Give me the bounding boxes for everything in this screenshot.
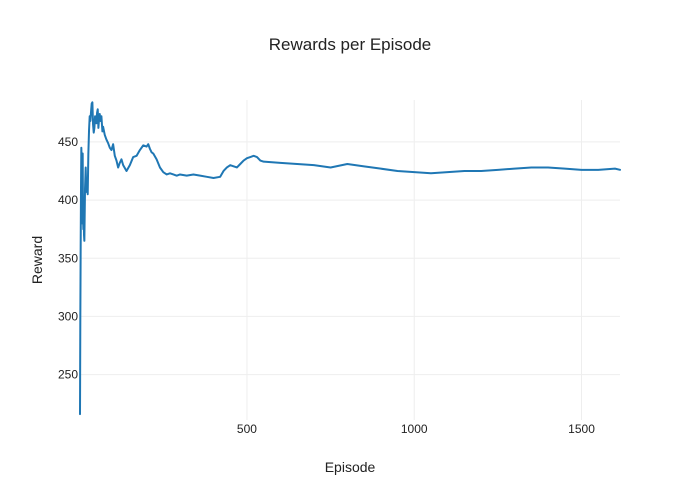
- y-axis-label: Reward: [29, 236, 45, 284]
- series-layer: [79, 101, 621, 416]
- reward-series-line: [79, 101, 621, 416]
- x-axis-ticks: 500 1000 1500: [237, 422, 595, 436]
- y-tick-label: 450: [58, 135, 78, 149]
- y-tick-label: 250: [58, 368, 78, 382]
- x-tick-label: 1500: [568, 422, 595, 436]
- y-tick-label: 300: [58, 309, 78, 323]
- x-axis-label: Episode: [325, 459, 376, 475]
- y-tick-label: 400: [58, 193, 78, 207]
- chart-title: Rewards per Episode: [269, 35, 432, 54]
- x-tick-label: 1000: [401, 422, 428, 436]
- grid: [80, 100, 620, 420]
- y-tick-label: 350: [58, 251, 78, 265]
- y-axis-ticks: 250 300 350 400 450: [58, 135, 78, 382]
- x-tick-label: 500: [237, 422, 257, 436]
